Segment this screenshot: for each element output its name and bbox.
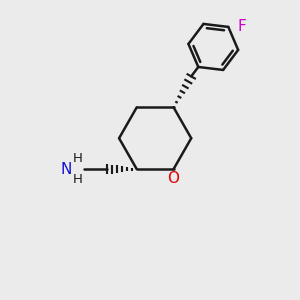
Text: F: F — [237, 20, 246, 34]
Text: O: O — [168, 171, 180, 186]
Text: N: N — [61, 162, 72, 177]
Text: H: H — [72, 173, 82, 186]
Text: H: H — [72, 152, 82, 165]
